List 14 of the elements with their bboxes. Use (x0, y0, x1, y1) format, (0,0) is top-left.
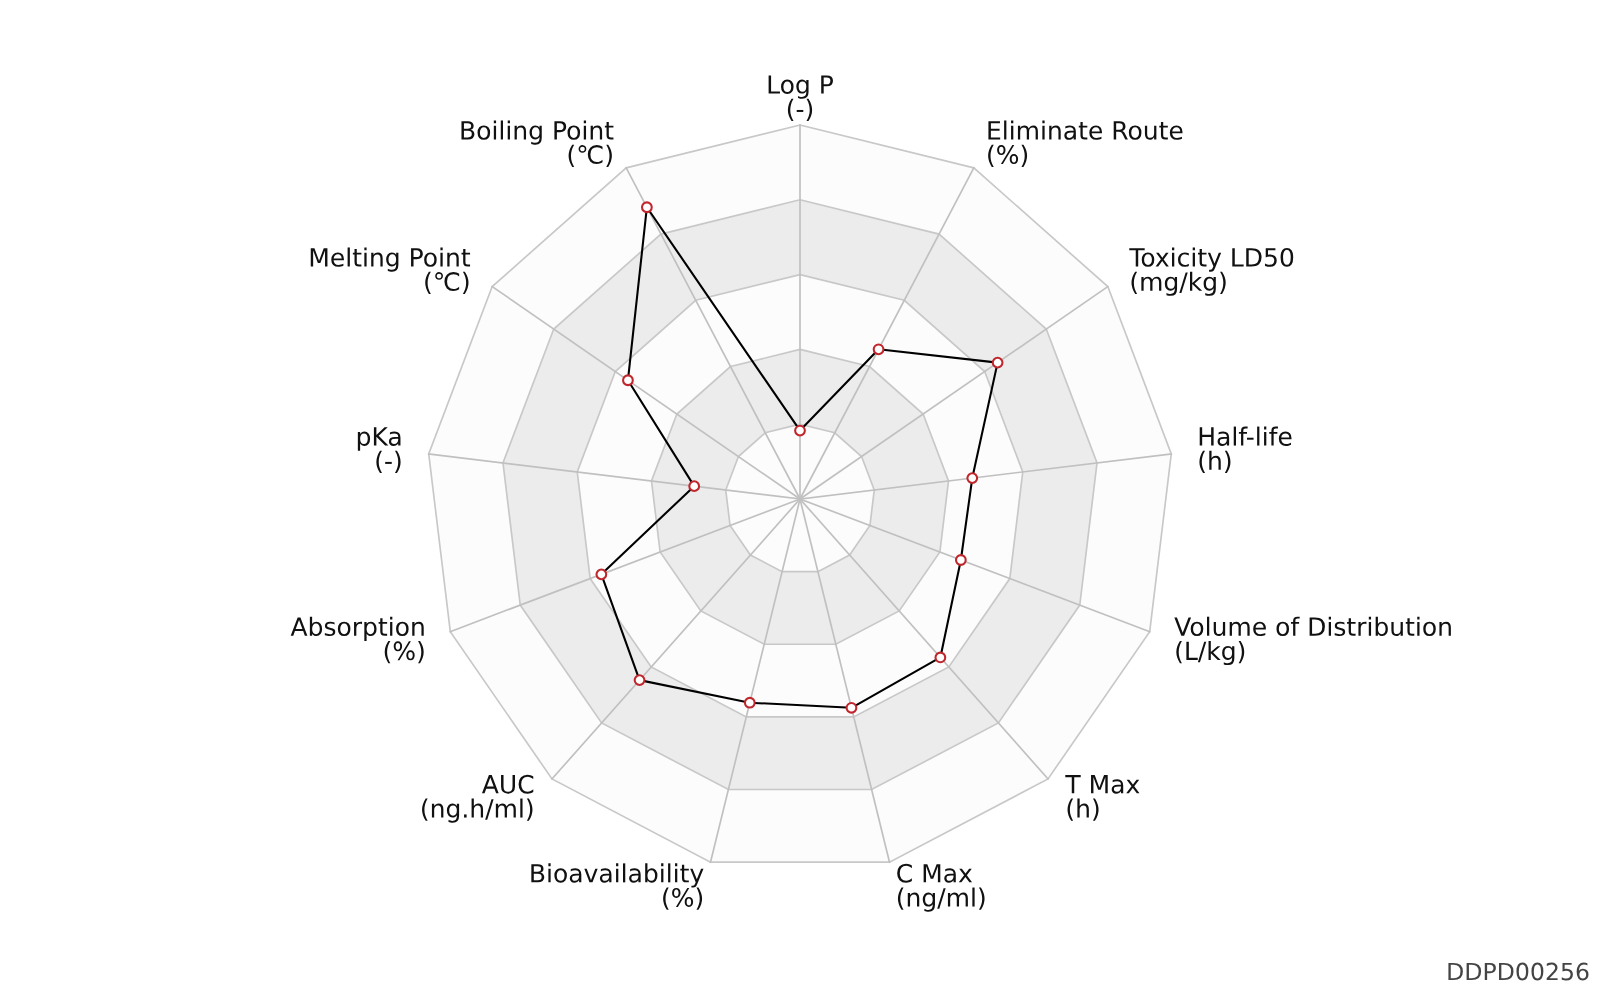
spoke-label: Boiling Point (℃) (461, 120, 614, 167)
spoke-label: Toxicity LD50 (mg/kg) (1129, 247, 1294, 296)
text: DDPD00256 (1448, 962, 1589, 981)
spoke-label: C Max (ng/ml) (897, 863, 985, 912)
spoke-label: Bioavailability (%) (531, 863, 704, 910)
spoke-label: AUC (ng.h/ml) (422, 774, 534, 823)
spoke-label: Absorption (%) (290, 616, 424, 664)
spoke-label: T Max (h) (1065, 775, 1140, 821)
spoke-label: Volume of Distribution (L/kg) (1174, 616, 1451, 666)
spoke-label: Eliminate Route (%) (988, 120, 1183, 167)
spoke-label: Half-life (h) (1199, 426, 1292, 474)
spoke-label: Melting Point (℃) (310, 247, 471, 294)
spoke-label: pKa (-) (357, 427, 401, 474)
spoke-label: Log P (-) (768, 75, 833, 122)
